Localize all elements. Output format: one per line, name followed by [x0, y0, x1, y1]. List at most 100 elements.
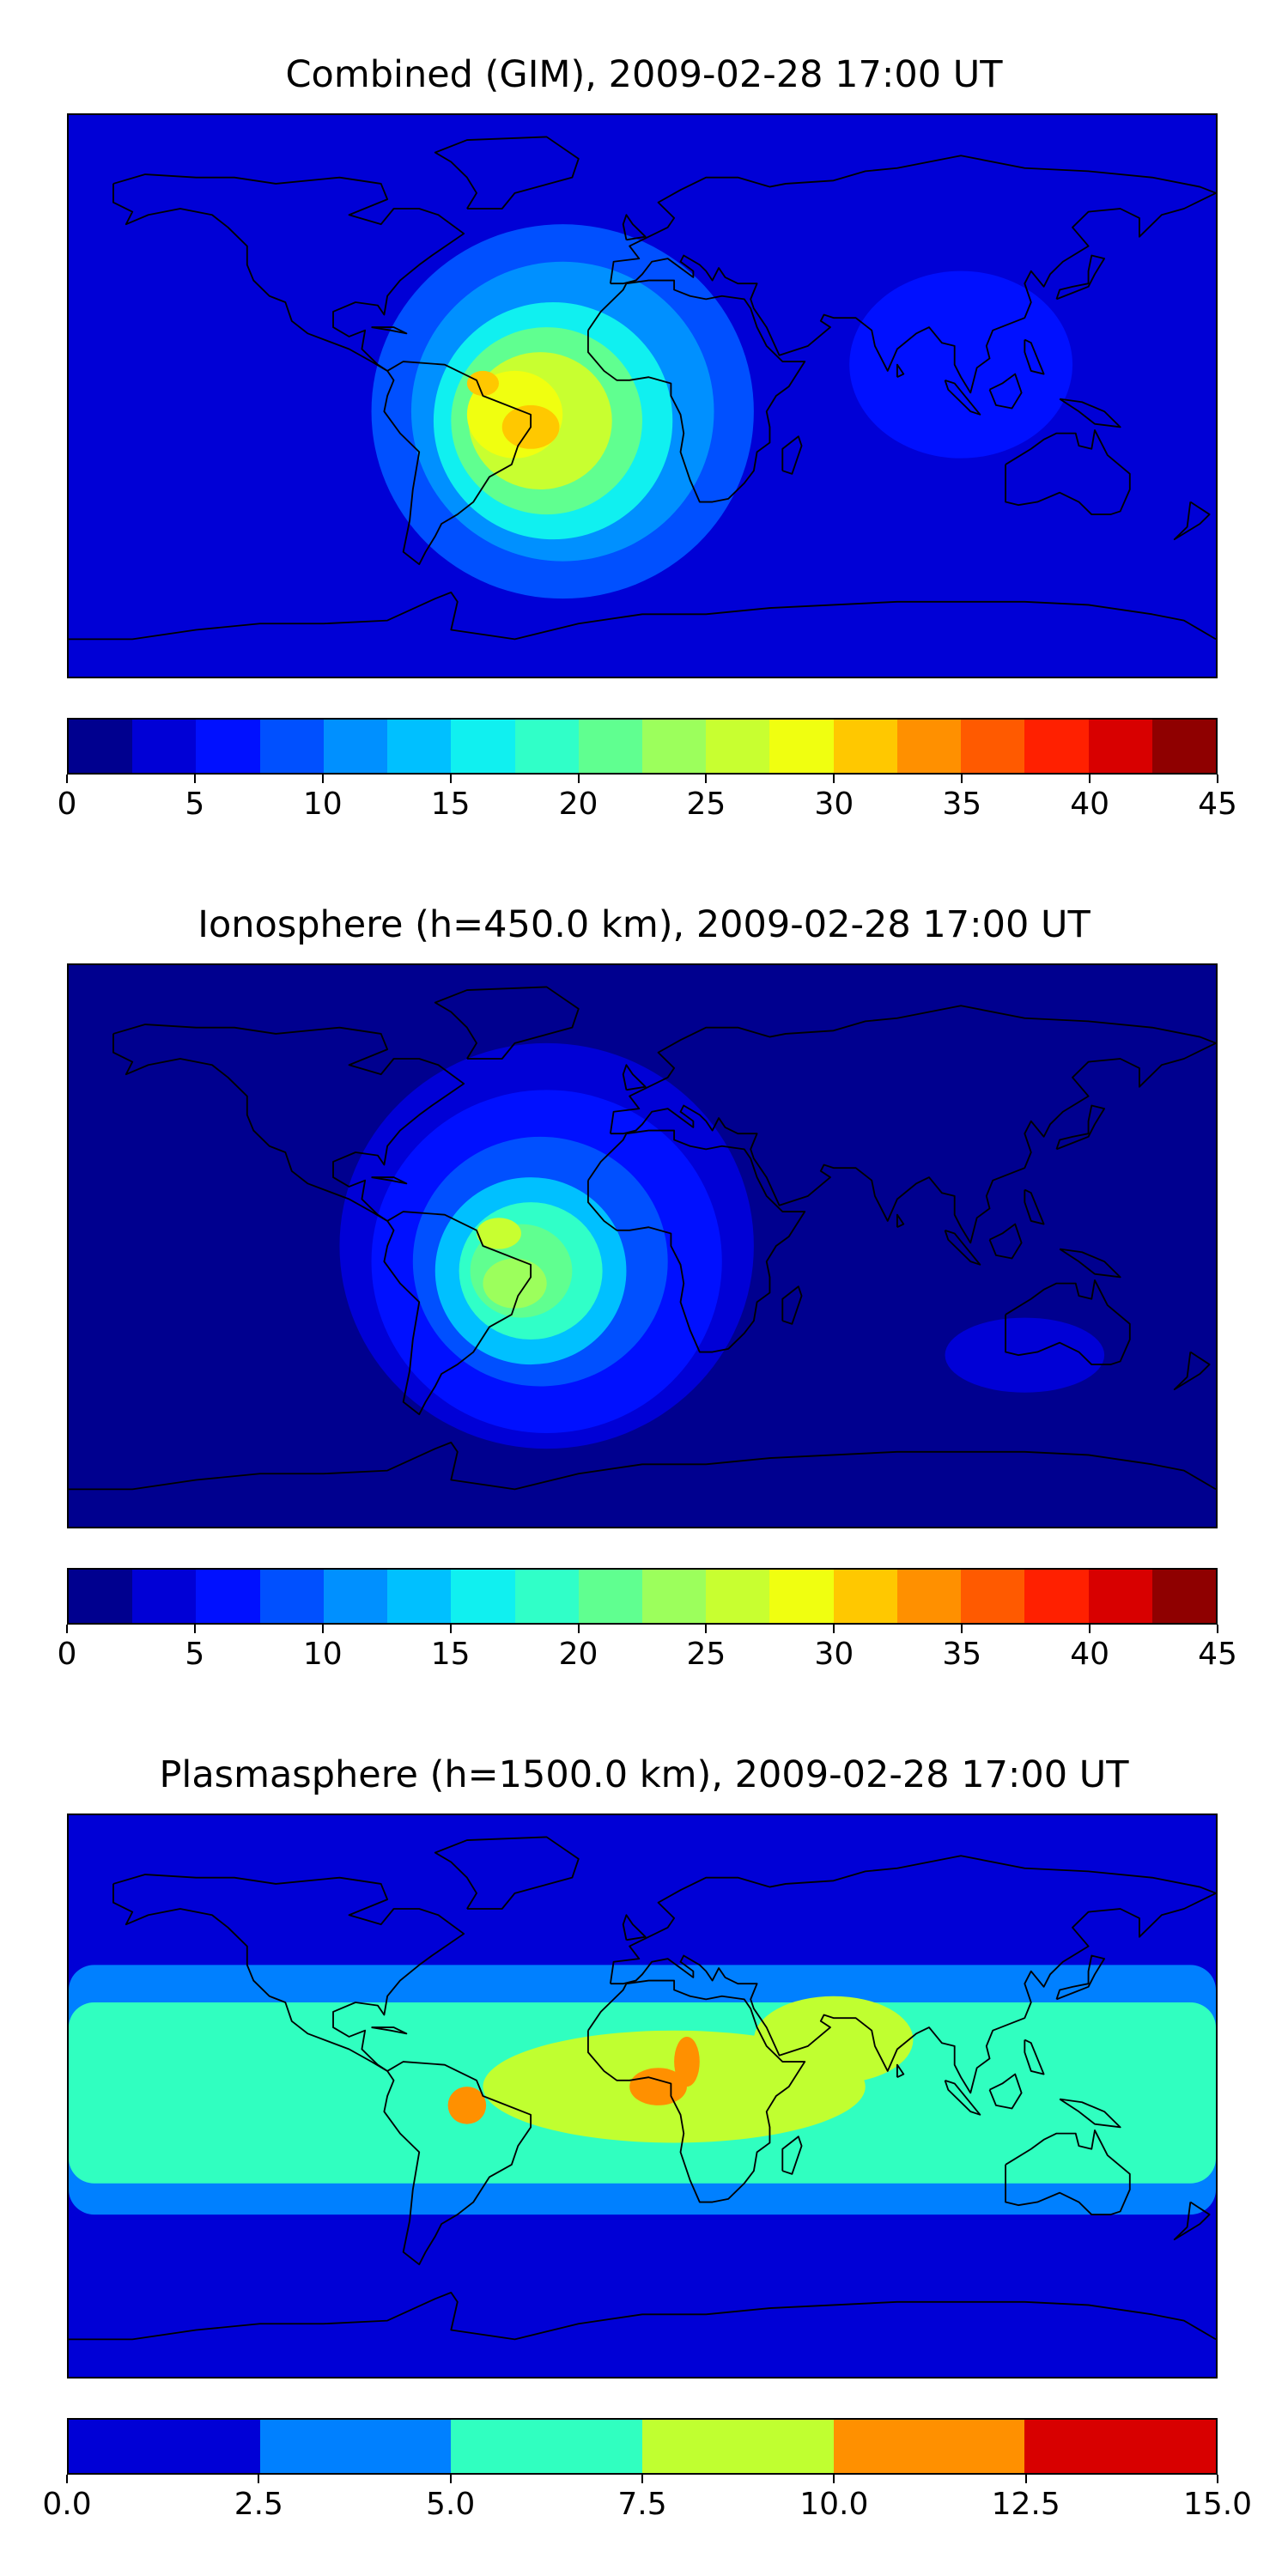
colorbar-swatch [259, 2420, 452, 2473]
colorbar-tick-label: 10.0 [799, 2487, 869, 2522]
coastline [988, 2073, 1023, 2110]
coastline [1055, 1104, 1106, 1151]
coastline [1059, 1248, 1121, 1279]
colorbar-tick [66, 775, 68, 783]
colorbar-swatch [259, 720, 324, 773]
panel-title: Combined (GIM), 2009-02-28 17:00 UT [285, 53, 1003, 96]
colorbar-swatch [578, 1570, 642, 1623]
coastline [1024, 2038, 1045, 2075]
colorbar-tick-label: 45 [1198, 1637, 1237, 1672]
coastline [1005, 2129, 1131, 2215]
coastline [896, 363, 905, 379]
colorbar-swatch [1151, 1570, 1216, 1623]
colorbar-tick [1024, 2475, 1027, 2483]
colorbar-ticks: 0 5 10 15 20 25 30 35 40 45 [58, 1625, 1237, 1672]
colorbar-tick-label: 10 [302, 787, 343, 822]
colorbar-tick [193, 775, 196, 783]
colorbar-swatch [514, 1570, 579, 1623]
panel-title: Ionosphere (h=450.0 km), 2009-02-28 17:0… [197, 903, 1091, 946]
coastline [944, 2079, 981, 2116]
colorbar-tick-label: 5 [185, 787, 205, 822]
colorbar-swatch [961, 720, 1025, 773]
colorbar-tick [449, 1625, 452, 1633]
tec-map [67, 113, 1218, 678]
colorbar-swatch [1151, 720, 1216, 773]
colorbar-tick-label: 5.0 [426, 2487, 476, 2522]
colorbar-swatch [196, 1570, 260, 1623]
colorbar-swatch [1024, 2420, 1216, 2473]
panel-title: Plasmasphere (h=1500.0 km), 2009-02-28 1… [159, 1753, 1129, 1796]
colorbar-swatch [514, 720, 579, 773]
colorbar-tick [1089, 775, 1091, 783]
colorbar-tick-label: 7.5 [617, 2487, 667, 2522]
colorbar-tick [449, 2475, 452, 2483]
contour-level [447, 2087, 487, 2124]
contour-level [945, 1317, 1105, 1393]
colorbar-tick [641, 2475, 643, 2483]
coastline [1173, 2201, 1211, 2241]
coastline [622, 1914, 647, 1941]
coastline [896, 2063, 905, 2079]
colorbar-tick-label: 45 [1198, 787, 1237, 822]
coastline [371, 326, 408, 335]
coastline [69, 591, 1216, 641]
colorbar-swatch [1024, 1570, 1089, 1623]
colorbar-swatch [259, 1570, 324, 1623]
tec-map-svg [69, 115, 1216, 677]
coastline [69, 1441, 1216, 1491]
coastline [781, 2136, 803, 2175]
colorbar-swatch [1088, 720, 1152, 773]
colorbar-tick [321, 775, 324, 783]
colorbar-tick [321, 1625, 324, 1633]
colorbar-swatch [387, 720, 452, 773]
colorbar-tick [66, 2475, 68, 2483]
colorbar-swatch [1024, 720, 1089, 773]
colorbar-ticks: 0 5 10 15 20 25 30 35 40 45 [58, 775, 1237, 822]
coastline [622, 214, 647, 241]
colorbar-tick [1217, 775, 1218, 783]
contour-level [477, 1218, 521, 1249]
colorbar-tick [961, 1625, 963, 1633]
colorbar-tick [193, 1625, 196, 1633]
coastline [434, 986, 580, 1060]
colorbar-tick-label: 2.5 [234, 2487, 283, 2522]
colorbar-swatch [833, 720, 897, 773]
colorbar-tick [66, 1625, 68, 1633]
coastline [1059, 2098, 1121, 2129]
coastline [609, 155, 1216, 394]
coastline [586, 279, 806, 503]
colorbar-tick [1089, 1625, 1091, 1633]
tec-map-svg [69, 1815, 1216, 2377]
coastline [1173, 1351, 1211, 1391]
coastline [609, 1855, 1216, 2094]
contour-level [466, 370, 499, 396]
colorbar-swatch [69, 1570, 133, 1623]
coastline [383, 2061, 532, 2266]
colorbar-tick-label: 25 [686, 787, 726, 822]
colorbar-tick [705, 775, 708, 783]
contour-level [753, 1996, 914, 2084]
coastline [1055, 254, 1106, 301]
coastline [781, 435, 803, 475]
coastline [434, 136, 580, 210]
colorbar-swatch [69, 2420, 260, 2473]
colorbar-swatch [896, 720, 962, 773]
colorbar-swatch [578, 720, 642, 773]
coastline [112, 1024, 465, 1222]
coastline [112, 1874, 465, 2072]
coastline [1059, 398, 1121, 428]
colorbar-swatch [706, 1570, 770, 1623]
coastline [609, 1005, 1216, 1244]
colorbar-tick [833, 775, 835, 783]
colorbar-tick-label: 35 [942, 1637, 982, 1672]
colorbar-tick-label: 5 [185, 1637, 205, 1672]
colorbar-tick-label: 0.0 [42, 2487, 92, 2522]
colorbar-swatch [961, 1570, 1025, 1623]
colorbar-swatch [769, 720, 834, 773]
tec-map [67, 963, 1218, 1528]
colorbar-tick-label: 15.0 [1182, 2487, 1253, 2522]
colorbar-swatch [132, 720, 197, 773]
colorbar-tick-label: 40 [1070, 1637, 1110, 1672]
colorbar-swatch [1088, 1570, 1152, 1623]
